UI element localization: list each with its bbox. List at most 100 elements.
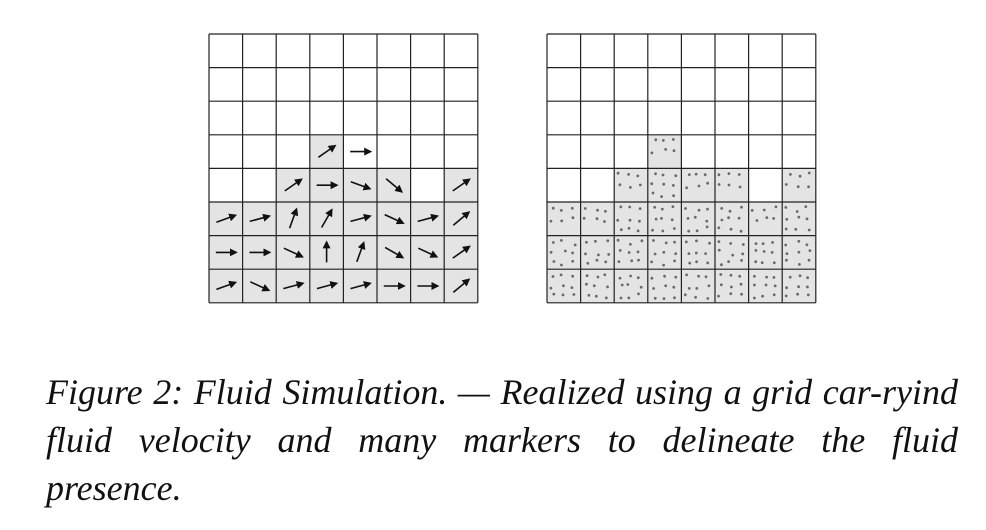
fluid-marker [636,229,640,233]
fluid-marker [695,287,699,290]
fluid-marker [562,284,565,288]
fluid-marker [784,227,788,231]
fluid-marker [685,273,688,277]
fluid-marker [637,292,640,296]
fluid-marker [619,228,623,232]
fluid-marker [603,220,606,223]
fluid-marker [785,286,788,290]
fluid-marker [705,219,709,223]
fluid-marker [661,139,665,142]
fluid-marker [662,182,666,186]
fluid-marker [616,171,620,175]
fluid-marker [670,218,674,222]
fluid-marker [582,216,586,220]
fluid-marker [794,227,798,231]
fluid-marker [654,217,658,221]
fluid-marker [664,284,668,288]
fluid-marker [693,215,697,219]
fluid-marker [650,276,654,280]
fluid-marker [674,174,678,178]
fluid-marker [650,151,654,155]
fluid-marker [708,241,711,245]
fluid-marker [753,296,756,300]
fluid-marker [720,218,724,222]
fluid-marker [797,285,800,289]
fluid-marker [596,275,600,279]
fluid-marker [552,260,556,263]
fluid-marker [695,260,698,264]
fluid-marker [673,240,676,244]
fluid-marker [773,284,777,288]
fluid-marker [628,218,632,222]
velocity-arrow [284,178,303,192]
fluid-marker [640,239,644,243]
fluid-simulation-figure [208,33,817,304]
fluid-marker [661,229,665,233]
fluid-marker [808,249,812,253]
fluid-marker [585,240,588,244]
velocity-arrow [288,207,299,229]
fluid-marker [671,138,675,141]
velocity-arrow [283,247,304,258]
velocity-arrow [216,213,238,223]
fluid-marker [738,274,742,278]
velocity-arrow [452,211,471,226]
fluid-marker [639,285,643,289]
fluid-marker [771,241,774,244]
fluid-marker [559,273,563,277]
fluid-marker [753,274,756,278]
velocity-arrow [452,245,471,259]
fluid-marker [706,297,710,300]
velocity-arrow [350,181,372,191]
fluid-marker [661,173,665,177]
velocity-arrow [320,208,333,228]
fluid-marker [570,286,574,289]
fluid-marker [737,216,741,220]
fluid-marker [798,274,802,278]
fluid-marker [755,219,759,222]
fluid-marker [652,239,655,242]
fluid-marker [671,184,675,187]
fluid-marker [626,283,630,286]
velocity-arrow [283,281,305,290]
fluid-marker [729,242,733,245]
fluid-marker [807,228,811,232]
fluid-marker [695,239,698,243]
figure-diagram [208,33,817,304]
fluid-marker [653,296,657,300]
marker-grid-panel [546,33,817,304]
fluid-cell [782,168,816,202]
fluid-marker [798,263,801,266]
fluid-marker [606,239,610,243]
fluid-marker [687,287,691,290]
fluid-marker [674,275,678,279]
fluid-marker [604,209,607,213]
fluid-marker [627,251,631,254]
fluid-marker [796,292,799,296]
fluid-marker [765,275,768,279]
fluid-marker [560,239,563,242]
fluid-marker [549,286,553,290]
velocity-arrow [452,178,471,192]
fluid-marker [754,249,758,252]
fluid-marker [664,148,667,151]
fluid-marker [785,258,788,262]
fluid-marker [796,185,800,189]
fluid-marker [807,258,811,262]
fluid-cell [748,235,783,270]
fluid-marker [651,228,654,232]
fluid-marker [727,260,730,263]
fluid-cell [647,134,682,169]
fluid-marker [638,219,641,223]
fluid-marker [573,243,577,247]
fluid-marker [784,183,788,186]
velocity-arrow [384,246,405,259]
fluid-marker [717,248,721,252]
fluid-marker [595,217,599,221]
fluid-marker [630,259,634,263]
fluid-marker [584,252,587,256]
fluid-marker [739,282,743,286]
fluid-marker [806,293,810,297]
fluid-marker [795,210,799,213]
fluid-marker [765,216,769,220]
